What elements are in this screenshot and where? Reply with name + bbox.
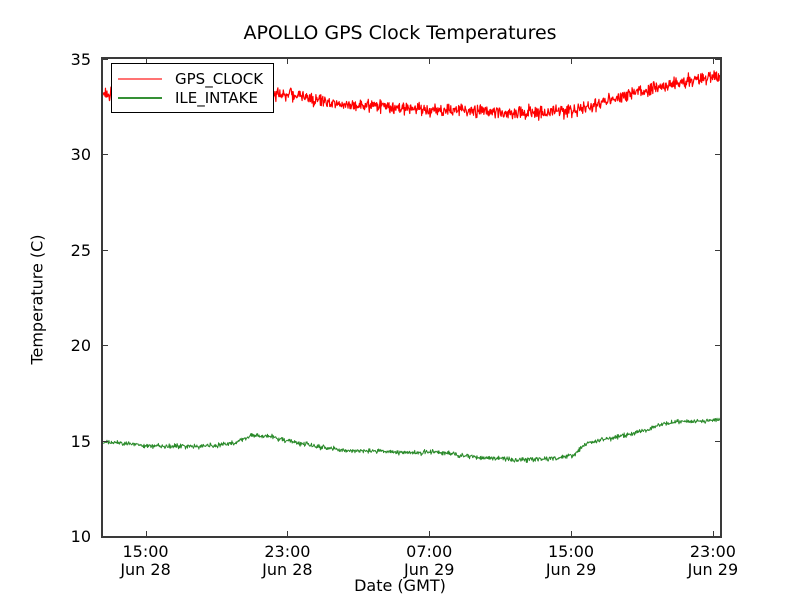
y-tick-mark <box>715 59 722 60</box>
x-tick-label: 23:00 Jun 29 <box>653 543 773 579</box>
y-tick-mark <box>715 536 722 537</box>
x-tick-mark <box>287 531 289 538</box>
y-tick-label: 15 <box>70 431 91 451</box>
y-tick-mark <box>715 249 722 251</box>
x-tick-mark <box>712 57 714 64</box>
y-tick-mark <box>715 345 722 347</box>
y-tick-mark <box>101 536 108 537</box>
legend-label: ILE_INTAKE <box>175 88 258 107</box>
y-tick-mark <box>715 154 722 156</box>
x-tick-mark <box>571 57 573 64</box>
plot-area <box>101 57 722 538</box>
x-tick-mark <box>429 57 431 64</box>
x-tick-mark <box>429 531 431 538</box>
legend-item: GPS_CLOCK <box>118 69 263 88</box>
legend-label: GPS_CLOCK <box>175 69 264 88</box>
y-tick-label: 10 <box>70 527 91 546</box>
y-axis-label: Temperature (C) <box>27 234 47 365</box>
y-tick-label: 30 <box>70 145 91 165</box>
legend-item: ILE_INTAKE <box>118 88 263 107</box>
y-tick-label: 35 <box>70 50 91 69</box>
x-tick-label-date: Jun 28 <box>262 560 313 579</box>
x-tick-mark <box>287 57 289 64</box>
x-tick-label-date: Jun 29 <box>545 560 597 579</box>
x-tick-label-time: 23:00 <box>264 542 311 561</box>
x-tick-label-time: 07:00 <box>406 542 453 561</box>
x-tick-label: 15:00 Jun 29 <box>511 543 631 579</box>
series-line-ile-intake <box>103 417 720 463</box>
y-tick-mark <box>715 440 722 442</box>
x-tick-label-time: 15:00 <box>122 542 169 561</box>
x-tick-label: 07:00 Jun 29 <box>369 543 489 579</box>
chart-title: APOLLO GPS Clock Temperatures <box>243 22 557 44</box>
x-tick-mark <box>712 531 714 538</box>
x-tick-label-date: Jun 28 <box>120 560 171 579</box>
y-tick-mark <box>101 59 108 60</box>
plot-canvas <box>103 70 720 463</box>
y-tick-mark <box>101 440 108 442</box>
x-tick-label-date: Jun 29 <box>403 560 455 579</box>
x-tick-label-time: 15:00 <box>548 542 595 561</box>
x-axis-label: Date (GMT) <box>354 576 446 595</box>
y-tick-mark <box>101 345 108 347</box>
chart-legend: GPS_CLOCK ILE_INTAKE <box>111 63 275 113</box>
legend-color-swatch <box>118 77 162 80</box>
x-tick-label-date: Jun 29 <box>687 560 739 579</box>
legend-color-swatch <box>118 96 162 99</box>
x-tick-mark <box>145 57 147 64</box>
y-tick-label: 25 <box>70 240 91 260</box>
y-tick-mark <box>101 249 108 251</box>
y-tick-label: 20 <box>70 336 91 356</box>
x-tick-mark <box>571 531 573 538</box>
x-tick-label: 15:00 Jun 28 <box>86 543 206 579</box>
x-tick-label-time: 23:00 <box>689 542 736 561</box>
x-tick-mark <box>145 531 147 538</box>
x-tick-label: 23:00 Jun 28 <box>227 543 347 579</box>
y-tick-mark <box>101 154 108 156</box>
